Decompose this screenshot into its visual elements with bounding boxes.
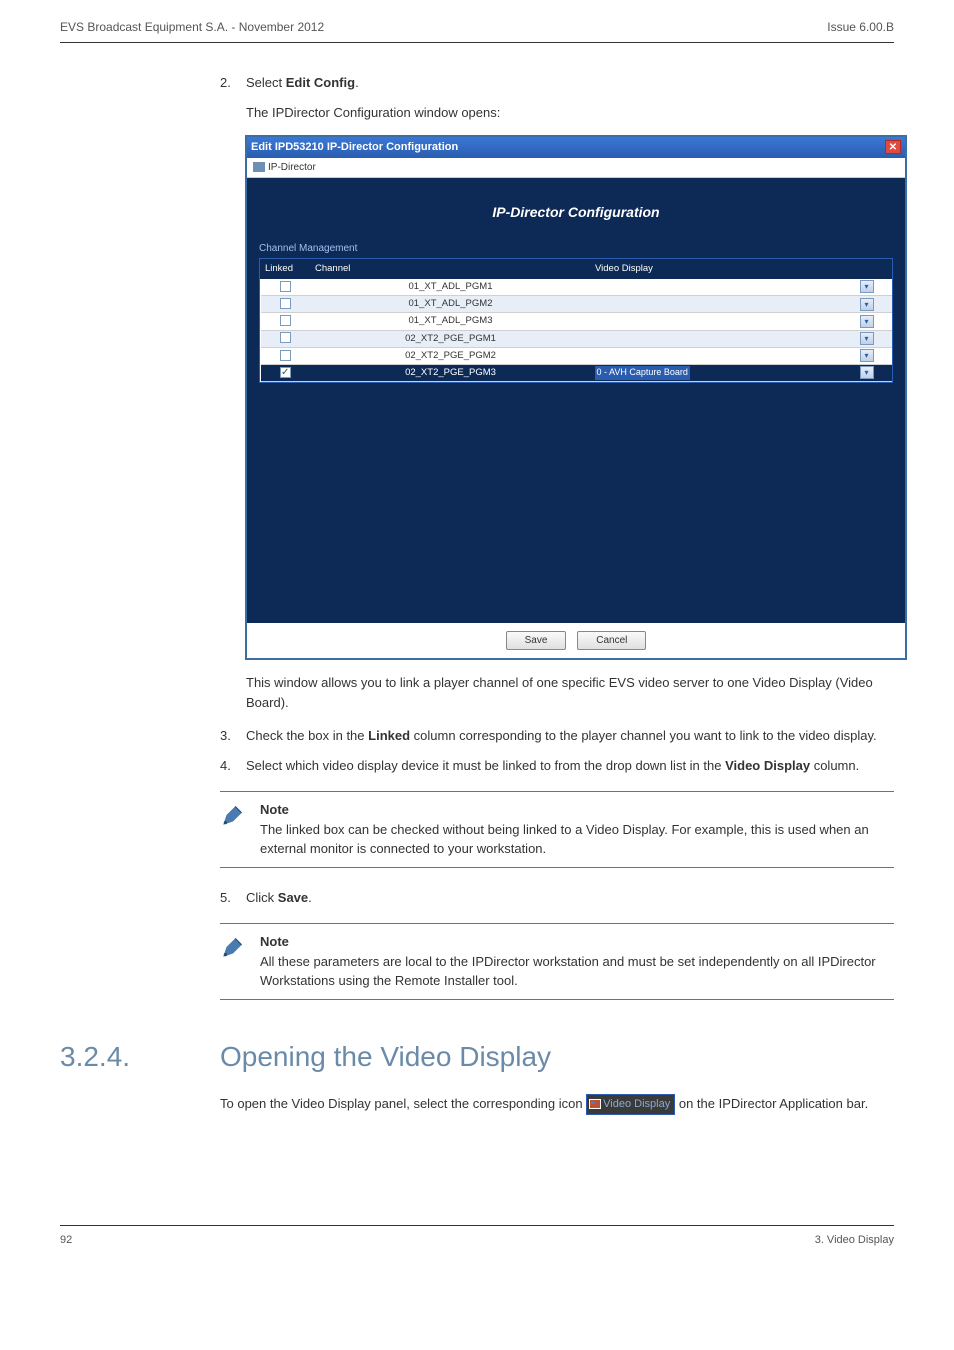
chevron-down-icon[interactable]: ▾ bbox=[860, 332, 874, 345]
step-2-post: . bbox=[355, 75, 359, 90]
step-5-post: . bbox=[308, 890, 312, 905]
step-4-post: column. bbox=[810, 758, 859, 773]
note-1: Note The linked box can be checked witho… bbox=[220, 791, 894, 868]
step-2: 2. Select Edit Config. bbox=[220, 73, 894, 93]
opening-post: on the IPDirector Application bar. bbox=[679, 1096, 868, 1111]
video-display-cell[interactable]: ▾ bbox=[591, 347, 892, 364]
step-2-pre: Select bbox=[246, 75, 286, 90]
video-display-button-label: Video Display bbox=[603, 1098, 670, 1110]
section-heading: 3.2.4. Opening the Video Display bbox=[60, 1036, 894, 1078]
pencil-icon bbox=[220, 932, 250, 991]
step-5: 5. Click Save. bbox=[220, 888, 894, 908]
step-4-num: 4. bbox=[220, 756, 246, 776]
note-2-body: All these parameters are local to the IP… bbox=[260, 952, 886, 991]
dialog-title: Edit IPD53210 IP-Director Configuration bbox=[251, 139, 458, 156]
linked-checkbox[interactable] bbox=[280, 332, 291, 343]
step-3-bold: Linked bbox=[368, 728, 410, 743]
linked-checkbox[interactable] bbox=[280, 367, 291, 378]
step-5-body: Click Save. bbox=[246, 888, 894, 908]
dialog-banner: IP-Director Configuration bbox=[253, 186, 899, 241]
step-2-desc: The IPDirector Configuration window open… bbox=[246, 103, 894, 123]
config-dialog: Edit IPD53210 IP-Director Configuration … bbox=[246, 136, 906, 659]
page-header: EVS Broadcast Equipment S.A. - November … bbox=[60, 0, 894, 43]
step-4-bold: Video Display bbox=[725, 758, 810, 773]
th-channel: Channel bbox=[311, 259, 591, 278]
step-5-num: 5. bbox=[220, 888, 246, 908]
video-display-selected: 0 - AVH Capture Board bbox=[595, 366, 690, 380]
channel-cell: 02_XT2_PGE_PGM2 bbox=[311, 347, 591, 364]
table-row: 01_XT_ADL_PGM2 ▾ bbox=[261, 296, 892, 313]
step-3: 3. Check the box in the Linked column co… bbox=[220, 726, 894, 746]
header-right: Issue 6.00.B bbox=[827, 18, 894, 36]
video-display-icon bbox=[589, 1099, 601, 1109]
chevron-down-icon[interactable]: ▾ bbox=[860, 349, 874, 362]
linked-checkbox[interactable] bbox=[280, 350, 291, 361]
channel-table: Linked Channel Video Display 01_XT_ADL_P… bbox=[259, 258, 893, 384]
table-row: 02_XT2_PGE_PGM2 ▾ bbox=[261, 347, 892, 364]
after-dialog-text: This window allows you to link a player … bbox=[246, 673, 894, 712]
channel-cell: 01_XT_ADL_PGM2 bbox=[311, 296, 591, 313]
page-number: 92 bbox=[60, 1232, 72, 1249]
dialog-button-row: Save Cancel bbox=[247, 623, 905, 658]
step-4: 4. Select which video display device it … bbox=[220, 756, 894, 776]
step-4-pre: Select which video display device it mus… bbox=[246, 758, 725, 773]
channel-cell: 01_XT_ADL_PGM1 bbox=[311, 278, 591, 295]
pencil-icon bbox=[220, 800, 250, 859]
step-3-post: column corresponding to the player chann… bbox=[410, 728, 877, 743]
footer-section: 3. Video Display bbox=[815, 1232, 894, 1249]
table-row: 02_XT2_PGE_PGM1 ▾ bbox=[261, 330, 892, 347]
chevron-down-icon[interactable]: ▾ bbox=[860, 315, 874, 328]
save-button[interactable]: Save bbox=[506, 631, 567, 650]
chevron-down-icon[interactable]: ▾ bbox=[860, 280, 874, 293]
linked-checkbox[interactable] bbox=[280, 298, 291, 309]
table-row: 01_XT_ADL_PGM1 ▾ bbox=[261, 278, 892, 295]
note-1-body: The linked box can be checked without be… bbox=[260, 820, 886, 859]
video-display-cell[interactable]: ▾ bbox=[591, 278, 892, 295]
channel-cell: 02_XT2_PGE_PGM1 bbox=[311, 330, 591, 347]
note-2-title: Note bbox=[260, 932, 886, 952]
table-row: 01_XT_ADL_PGM3 ▾ bbox=[261, 313, 892, 330]
page-footer: 92 3. Video Display bbox=[60, 1225, 894, 1269]
step-5-bold: Save bbox=[278, 890, 308, 905]
section-title: Opening the Video Display bbox=[220, 1036, 551, 1078]
ipdirector-icon bbox=[253, 162, 265, 172]
note-1-title: Note bbox=[260, 800, 886, 820]
chevron-down-icon[interactable]: ▾ bbox=[860, 366, 874, 379]
chevron-down-icon[interactable]: ▾ bbox=[860, 298, 874, 311]
channel-cell: 02_XT2_PGE_PGM3 bbox=[311, 365, 591, 382]
th-videodisplay: Video Display bbox=[591, 259, 892, 278]
step-3-num: 3. bbox=[220, 726, 246, 746]
dialog-body: IP-Director Configuration Channel Manage… bbox=[247, 178, 905, 624]
note-2: Note All these parameters are local to t… bbox=[220, 923, 894, 1000]
step-5-pre: Click bbox=[246, 890, 278, 905]
video-display-cell[interactable]: ▾ bbox=[591, 296, 892, 313]
cancel-button[interactable]: Cancel bbox=[577, 631, 646, 650]
channel-cell: 01_XT_ADL_PGM3 bbox=[311, 313, 591, 330]
video-display-cell[interactable]: ▾ bbox=[591, 313, 892, 330]
dialog-titlebar: Edit IPD53210 IP-Director Configuration … bbox=[247, 137, 905, 158]
section-number: 3.2.4. bbox=[60, 1036, 190, 1078]
step-3-pre: Check the box in the bbox=[246, 728, 368, 743]
th-linked: Linked bbox=[261, 259, 311, 278]
linked-checkbox[interactable] bbox=[280, 281, 291, 292]
video-display-toolbar-button[interactable]: Video Display bbox=[586, 1094, 675, 1115]
step-2-num: 2. bbox=[220, 73, 246, 93]
close-icon[interactable]: ✕ bbox=[885, 140, 901, 154]
step-2-body: Select Edit Config. bbox=[246, 73, 894, 93]
video-display-cell[interactable]: 0 - AVH Capture Board ▾ bbox=[591, 365, 892, 382]
opening-paragraph: To open the Video Display panel, select … bbox=[220, 1094, 894, 1115]
step-3-body: Check the box in the Linked column corre… bbox=[246, 726, 894, 746]
opening-pre: To open the Video Display panel, select … bbox=[220, 1096, 586, 1111]
dialog-tab-label: IP-Director bbox=[268, 160, 316, 175]
video-display-cell[interactable]: ▾ bbox=[591, 330, 892, 347]
step-4-body: Select which video display device it mus… bbox=[246, 756, 894, 776]
table-row: 02_XT2_PGE_PGM3 0 - AVH Capture Board ▾ bbox=[261, 365, 892, 382]
section-label: Channel Management bbox=[259, 241, 893, 256]
dialog-tab[interactable]: IP-Director bbox=[247, 158, 905, 178]
header-left: EVS Broadcast Equipment S.A. - November … bbox=[60, 18, 324, 36]
linked-checkbox[interactable] bbox=[280, 315, 291, 326]
step-2-bold: Edit Config bbox=[286, 75, 355, 90]
dialog-empty-area bbox=[253, 383, 899, 613]
